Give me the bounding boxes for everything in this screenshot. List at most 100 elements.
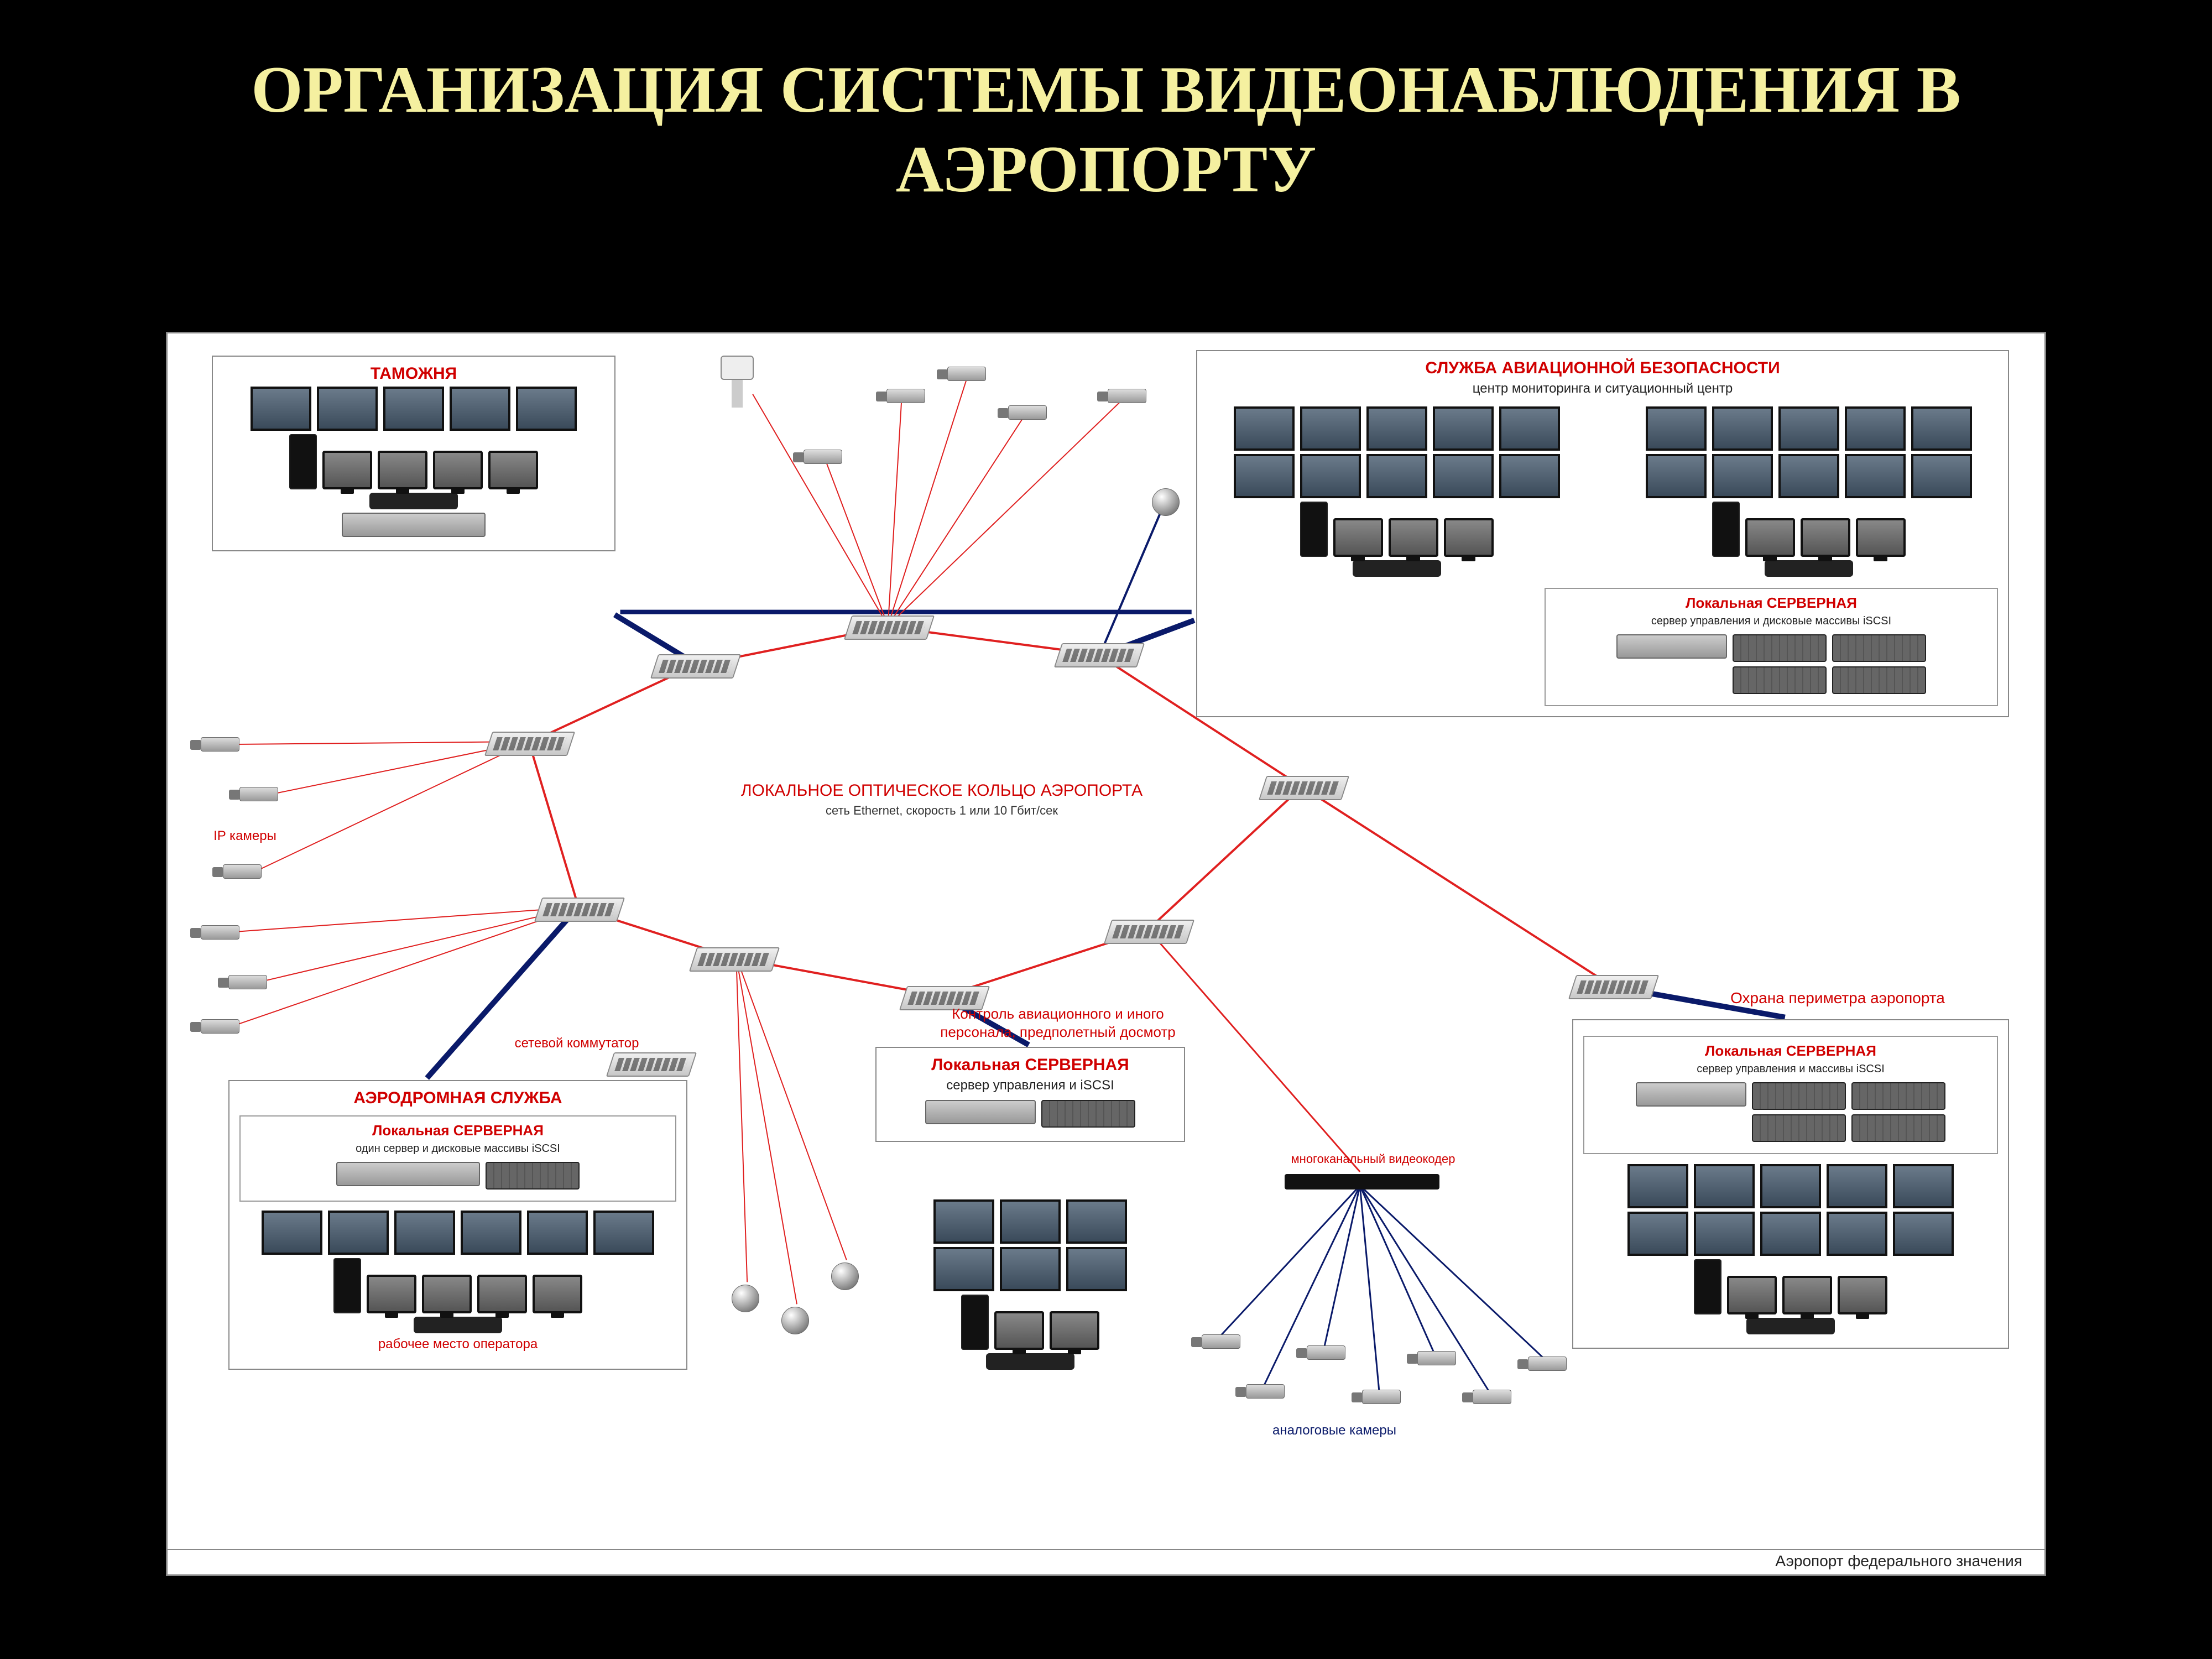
server-subtitle: один сервер и дисковые массивы iSCSI (247, 1142, 669, 1155)
disk-array-icon (1752, 1082, 1846, 1110)
monitor-icon (1444, 518, 1494, 557)
camera-thumb (1760, 1164, 1821, 1208)
server-title: Локальная СЕРВЕРНАЯ (247, 1122, 669, 1139)
ip-camera-icon (201, 737, 239, 752)
diagram-frame: ЛОКАЛЬНОЕ ОПТИЧЕСКОЕ КОЛЬЦО АЭРОПОРТА се… (166, 332, 2046, 1576)
server-title: Локальная СЕРВЕРНАЯ (1552, 594, 1990, 612)
ring-switch (1104, 920, 1194, 944)
camera-thumb (1712, 454, 1773, 498)
airfield-switch (606, 1052, 697, 1077)
aviation-security-box: СЛУЖБА АВИАЦИОННОЙ БЕЗОПАСНОСТИ центр мо… (1196, 350, 2009, 717)
camera-thumb (1366, 454, 1427, 498)
server-title: Локальная СЕРВЕРНАЯ (1591, 1042, 1990, 1060)
personnel-workstation (864, 1196, 1196, 1373)
camera-thumb (1760, 1212, 1821, 1256)
camera-thumb (1499, 454, 1560, 498)
analog-camera-icon (1473, 1390, 1511, 1404)
server-icon (1636, 1082, 1746, 1107)
diagram-footer: Аэропорт федерального значения (168, 1549, 2044, 1574)
camera-thumb (933, 1247, 994, 1291)
aviation-security-server-box: Локальная СЕРВЕРНАЯ сервер управления и … (1545, 588, 1998, 706)
camera-thumb (1694, 1164, 1755, 1208)
network-switch-label: сетевой коммутатор (499, 1036, 654, 1052)
perimeter-guard-label: Охрана периметра аэропорта (1666, 989, 2009, 1008)
camera-thumb (1234, 454, 1295, 498)
monitor-icon (1727, 1276, 1777, 1314)
monitor-icon (1801, 518, 1850, 557)
dome-camera-icon (781, 1307, 809, 1334)
camera-thumb (1827, 1212, 1887, 1256)
server-icon (336, 1162, 480, 1186)
monitor-icon (378, 451, 427, 489)
operator-workstation-label: рабочее место оператора (239, 1337, 676, 1352)
ip-camera-icon (228, 975, 267, 989)
monitor-icon (1838, 1276, 1887, 1314)
camera-thumb (1694, 1212, 1755, 1256)
ip-camera-icon (223, 864, 262, 879)
camera-thumb (1893, 1164, 1954, 1208)
personnel-server-box: Локальная СЕРВЕРНАЯ сервер управления и … (875, 1047, 1185, 1142)
monitor-icon (322, 451, 372, 489)
dome-camera-icon (1152, 488, 1180, 516)
camera-thumb (1778, 406, 1839, 451)
camera-thumb (1845, 406, 1906, 451)
disk-array-icon (1851, 1082, 1945, 1110)
disk-array-icon (1832, 666, 1926, 694)
ip-camera-icon (201, 925, 239, 940)
server-subtitle: сервер управления и массивы iSCSI (1591, 1063, 1990, 1076)
disk-array-icon (1832, 634, 1926, 662)
camera-thumb (450, 387, 510, 431)
personnel-control-label-2: персонала, предполетный досмотр (903, 1024, 1213, 1041)
monitor-icon (1782, 1276, 1832, 1314)
keyboard-icon (1746, 1318, 1835, 1334)
monitor-icon (477, 1275, 527, 1313)
monitor-icon (433, 451, 483, 489)
bullet-camera-icon (1008, 405, 1047, 420)
storage-nvr-icon (342, 513, 486, 537)
ring-switch (484, 732, 575, 756)
ring-title: ЛОКАЛЬНОЕ ОПТИЧЕСКОЕ КОЛЬЦО АЭРОПОРТА (732, 781, 1152, 800)
camera-thumb (1066, 1199, 1127, 1244)
dome-camera-icon (831, 1262, 859, 1290)
slide-title: ОРГАНИЗАЦИЯ СИСТЕМЫ ВИДЕОНАБЛЮДЕНИЯ В АЭ… (0, 0, 2212, 231)
ring-switch (689, 947, 780, 972)
video-encoder-label: многоканальный видеокодер (1257, 1152, 1489, 1166)
ring-subtitle: сеть Ethernet, скорость 1 или 10 Гбит/се… (732, 804, 1152, 818)
dome-camera-icon (732, 1285, 759, 1312)
camera-thumb (1627, 1164, 1688, 1208)
bullet-camera-icon (804, 450, 842, 464)
airfield-box: АЭРОДРОМНАЯ СЛУЖБА Локальная СЕРВЕРНАЯ о… (228, 1080, 687, 1370)
monitor-icon (1856, 518, 1906, 557)
personnel-control-label-1: Контроль авиационного и иного (903, 1005, 1213, 1022)
camera-thumb (1627, 1212, 1688, 1256)
camera-thumb (1893, 1212, 1954, 1256)
monitor-icon (1389, 518, 1438, 557)
disk-array-icon (1733, 666, 1827, 694)
ring-switch (1054, 643, 1145, 667)
analog-camera-icon (1246, 1384, 1285, 1399)
customs-title: ТАМОЖНЯ (223, 364, 604, 383)
camera-thumb (593, 1211, 654, 1255)
camera-thumb (251, 387, 311, 431)
camera-thumb (1234, 406, 1295, 451)
camera-thumb (1712, 406, 1773, 451)
ring-switch (650, 654, 741, 679)
server-subtitle: сервер управления и iSCSI (886, 1078, 1174, 1093)
monitor-icon (1745, 518, 1795, 557)
camera-thumb (1366, 406, 1427, 451)
ptz-camera-icon (721, 356, 754, 408)
ip-camera-icon (201, 1019, 239, 1034)
airfield-title: АЭРОДРОМНАЯ СЛУЖБА (239, 1089, 676, 1108)
workstation-tower (961, 1295, 989, 1350)
ip-cameras-label: IP камеры (190, 828, 300, 844)
camera-thumb (1778, 454, 1839, 498)
camera-thumb (1000, 1247, 1061, 1291)
monitor-icon (367, 1275, 416, 1313)
bullet-camera-icon (1108, 389, 1146, 403)
perimeter-server-box: Локальная СЕРВЕРНАЯ сервер управления и … (1583, 1036, 1998, 1154)
ring-switch (534, 898, 625, 922)
camera-thumb (1300, 454, 1361, 498)
keyboard-icon (414, 1317, 502, 1333)
ip-camera-icon (239, 787, 278, 801)
camera-thumb (1911, 454, 1972, 498)
